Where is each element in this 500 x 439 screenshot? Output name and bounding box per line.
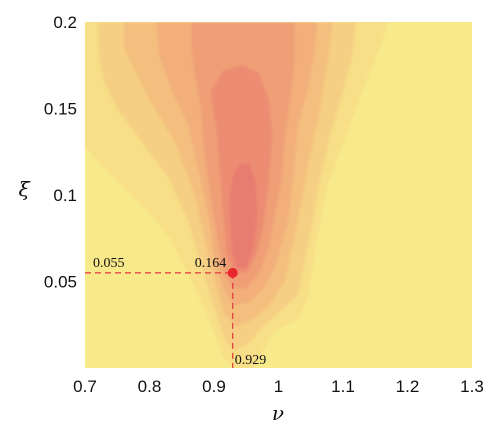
optimum-marker[interactable]: [227, 267, 238, 278]
x-axis-label: ν: [272, 401, 284, 425]
x-tick-label: 0.8: [138, 377, 162, 396]
optimum-xi-annotation: 0.055: [93, 256, 125, 271]
x-tick-label: 1.2: [396, 377, 420, 396]
x-tick-label: 0.7: [73, 377, 97, 396]
y-tick-label: 0.2: [53, 13, 77, 32]
x-axis-ticks: 0.7 0.8 0.9 1 1.1 1.2 1.3: [73, 377, 484, 396]
x-tick-label: 1: [274, 377, 283, 396]
x-tick-label: 1.3: [460, 377, 484, 396]
plot-area: 0.055 0.164 0.929: [85, 22, 472, 368]
optimum-value-annotation: 0.164: [195, 256, 227, 271]
optimum-nu-annotation: 0.929: [235, 353, 267, 368]
y-axis-label: ξ: [18, 177, 30, 201]
y-tick-label: 0.15: [44, 100, 77, 119]
y-tick-label: 0.05: [44, 273, 77, 292]
y-tick-label: 0.1: [53, 186, 77, 205]
contour-fill-layer: [85, 22, 389, 368]
y-axis-ticks: 0.05 0.1 0.15 0.2: [44, 13, 77, 292]
x-tick-label: 1.1: [331, 377, 355, 396]
x-tick-label: 0.9: [202, 377, 226, 396]
contour-level-7: [230, 163, 258, 268]
